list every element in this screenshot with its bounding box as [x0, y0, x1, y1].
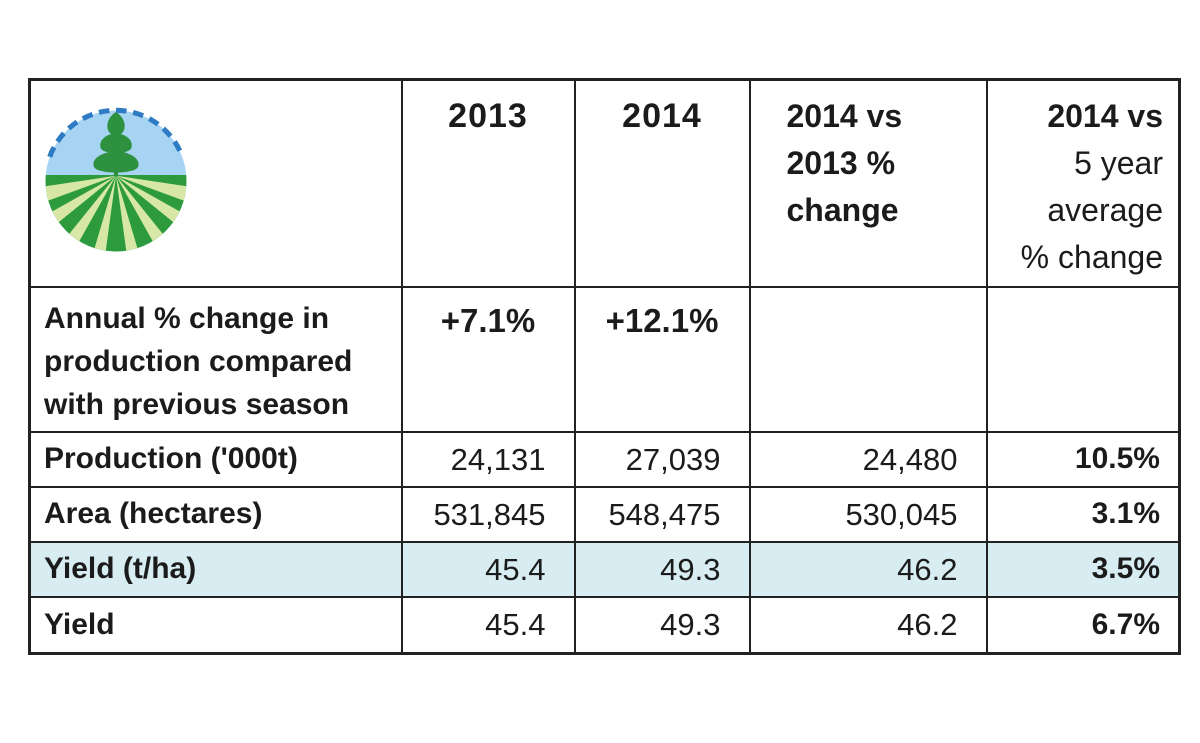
- value-cell: 3.1%: [985, 485, 1181, 543]
- value-cell: 10.5%: [985, 430, 1181, 488]
- farm-field-tree-logo-icon: [45, 107, 187, 252]
- value-cell: 530,045: [748, 485, 988, 543]
- value-cell: 46.2: [748, 540, 988, 598]
- value-cell: 24,480: [748, 430, 988, 488]
- table-header-row: 2013 2014 2014 vs 2013 % change 2014 vs …: [28, 78, 1181, 288]
- logo-cell: [28, 78, 403, 288]
- value-cell: 49.3: [573, 595, 751, 655]
- value-cell: 24,131: [400, 430, 576, 488]
- value-cell: 49.3: [573, 540, 751, 598]
- row-yield-tha-highlighted: Yield (t/ha) 45.4 49.3 46.2 3.5%: [28, 540, 1181, 598]
- row-label: Annual % change in production compared w…: [28, 285, 403, 433]
- crop-statistics-table: 2013 2014 2014 vs 2013 % change 2014 vs …: [28, 78, 1181, 655]
- value-cell: 531,845: [400, 485, 576, 543]
- header-2014-vs-2013: 2014 vs 2013 % change: [748, 78, 988, 288]
- value-cell: 45.4: [400, 595, 576, 655]
- row-production: Production ('000t) 24,131 27,039 24,480 …: [28, 430, 1181, 488]
- value-cell: 46.2: [748, 595, 988, 655]
- row-label: Yield (t/ha): [28, 540, 403, 598]
- dashed-arc-icon: [47, 107, 185, 158]
- row-area: Area (hectares) 531,845 548,475 530,045 …: [28, 485, 1181, 543]
- value-cell: 3.5%: [985, 540, 1181, 598]
- row-annual-change: Annual % change in production compared w…: [28, 285, 1181, 433]
- value-cell: 45.4: [400, 540, 576, 598]
- tree-icon: [93, 111, 139, 177]
- row-label: Area (hectares): [28, 485, 403, 543]
- row-label: Yield: [28, 595, 403, 655]
- value-cell: 27,039: [573, 430, 751, 488]
- value-cell: 548,475: [573, 485, 751, 543]
- header-2014: 2014: [573, 78, 751, 288]
- row-label: Production ('000t): [28, 430, 403, 488]
- value-cell: 6.7%: [985, 595, 1181, 655]
- header-2013: 2013: [400, 78, 576, 288]
- header-2014-vs-5yr-average: 2014 vs 5 year average % change: [985, 78, 1181, 288]
- value-cell: +7.1%: [400, 285, 576, 433]
- value-cell-empty: [985, 285, 1181, 433]
- value-cell-empty: [748, 285, 988, 433]
- row-yield: Yield 45.4 49.3 46.2 6.7%: [28, 595, 1181, 655]
- value-cell: +12.1%: [573, 285, 751, 433]
